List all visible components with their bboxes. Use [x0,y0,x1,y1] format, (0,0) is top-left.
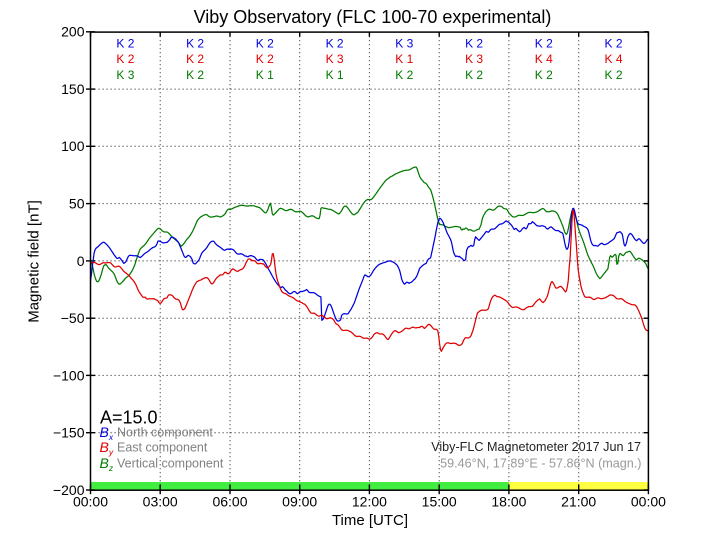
svg-text:A=15.0: A=15.0 [100,408,158,428]
svg-text:K 4: K 4 [604,52,622,66]
svg-text:K 2: K 2 [465,37,483,51]
svg-text:K 1: K 1 [256,68,274,82]
svg-text:K 2: K 2 [535,37,553,51]
svg-text:50: 50 [69,196,85,212]
svg-text:K 2: K 2 [465,68,483,82]
svg-text:North component: North component [117,425,213,439]
svg-text:K 2: K 2 [326,37,344,51]
svg-text:K 4: K 4 [535,52,553,66]
svg-text:K 3: K 3 [326,52,344,66]
svg-text:East component: East component [117,441,208,455]
svg-text:09:00: 09:00 [282,493,317,509]
svg-text:00:00: 00:00 [73,493,108,509]
svg-text:12:00: 12:00 [352,493,387,509]
svg-text:K 2: K 2 [256,37,274,51]
svg-text:−200: −200 [53,482,85,498]
svg-text:K 2: K 2 [395,68,413,82]
svg-text:K 1: K 1 [326,68,344,82]
svg-text:−50: −50 [61,310,85,326]
svg-text:K 2: K 2 [116,37,134,51]
svg-text:Vertical component: Vertical component [117,457,224,471]
svg-text:59.46°N, 17.89°E - 57.86°N (ma: 59.46°N, 17.89°E - 57.86°N (magn.) [440,457,641,471]
svg-text:K 2: K 2 [604,37,622,51]
svg-text:21:00: 21:00 [561,493,596,509]
svg-text:Time [UTC]: Time [UTC] [332,512,408,529]
svg-text:K 2: K 2 [116,52,134,66]
svg-text:15:00: 15:00 [422,493,457,509]
svg-text:18:00: 18:00 [491,493,526,509]
svg-text:K 2: K 2 [186,37,204,51]
svg-text:00:00: 00:00 [631,493,666,509]
svg-text:Magnetic field [nT]: Magnetic field [nT] [26,200,43,323]
svg-text:03:00: 03:00 [143,493,178,509]
svg-text:K 2: K 2 [186,68,204,82]
svg-text:0: 0 [77,253,85,269]
svg-text:−100: −100 [53,367,85,383]
svg-text:K 2: K 2 [256,52,274,66]
svg-text:K 3: K 3 [116,68,134,82]
svg-text:200: 200 [61,24,85,40]
svg-text:K 1: K 1 [395,52,413,66]
svg-text:Viby-FLC Magnetometer 2017 Jun: Viby-FLC Magnetometer 2017 Jun 17 [431,440,641,454]
svg-text:Viby Observatory (FLC 100-70 e: Viby Observatory (FLC 100-70 experimenta… [194,7,552,27]
svg-text:K 2: K 2 [604,68,622,82]
svg-text:K 2: K 2 [186,52,204,66]
svg-text:K 3: K 3 [395,37,413,51]
svg-text:K 3: K 3 [465,52,483,66]
svg-text:K 2: K 2 [535,68,553,82]
svg-text:150: 150 [61,81,85,97]
svg-text:−150: −150 [53,425,85,441]
svg-text:06:00: 06:00 [212,493,247,509]
svg-text:100: 100 [61,138,85,154]
